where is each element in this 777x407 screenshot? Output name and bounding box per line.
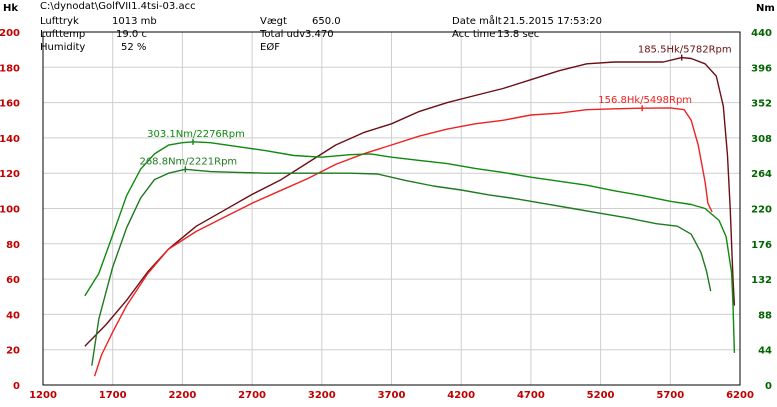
- peak-label: 268.8Nm/2221Rpm: [139, 156, 237, 167]
- date-value: 21.5.2015 17:53:20: [503, 16, 602, 27]
- right-tick-label: 0: [765, 381, 772, 392]
- x-tick-label: 1700: [99, 390, 127, 401]
- peak-label: 303.1Nm/2276Rpm: [147, 129, 245, 140]
- right-tick-label: 396: [751, 63, 772, 74]
- left-tick-label: 200: [0, 28, 20, 39]
- total-udv-value: 3.470: [305, 29, 334, 40]
- left-tick-label: 20: [6, 346, 20, 357]
- plot-frame: [42, 31, 741, 386]
- x-axis-ticks: 1200 1700 2200 2700 3200 3700 4200 4700 5200 5700…: [29, 390, 754, 401]
- right-tick-label: 176: [751, 240, 772, 251]
- x-tick-label: 3200: [308, 390, 336, 401]
- humidity-label: Humidity: [40, 42, 85, 53]
- series-line-hp-run2: [93, 107, 713, 377]
- header: C:\dynodat\GolfVII1.4tsi-03.acc Lufttryk…: [40, 1, 602, 53]
- file-path: C:\dynodat\GolfVII1.4tsi-03.acc: [40, 1, 196, 12]
- series-group: [84, 56, 736, 377]
- left-tick-label: 60: [6, 275, 20, 286]
- left-axis-ticks: 0 20 40 60 80 100 120 140 160 180 200: [0, 28, 20, 392]
- peak-label: 156.8Hk/5498Rpm: [598, 95, 692, 106]
- lufttryk-value: 1013 mb: [112, 16, 157, 27]
- left-tick-label: 120: [0, 169, 20, 180]
- grid: [42, 31, 741, 386]
- vaegt-label: Vægt: [260, 16, 287, 27]
- x-tick-label: 5700: [656, 390, 684, 401]
- right-tick-label: 352: [751, 99, 772, 110]
- right-tick-label: 440: [751, 28, 772, 39]
- annotations: 185.5Hk/5782Rpm 156.8Hk/5498Rpm 303.1Nm/22…: [139, 45, 732, 173]
- total-udv-label: Total udv: [259, 29, 305, 40]
- right-tick-label: 308: [751, 134, 772, 145]
- right-tick-label: 220: [751, 205, 772, 216]
- lufttemp-label: Lufttemp: [40, 29, 85, 40]
- series-line-nm-run1: [84, 141, 736, 353]
- eof-label: EØF: [260, 41, 280, 53]
- series-line-hp-run1: [84, 56, 736, 347]
- right-axis-ticks: 0 44 88 132 176 220 264 308 352 396 440: [751, 28, 772, 392]
- left-tick-label: 100: [0, 205, 20, 216]
- acc-time-label: Acc time: [452, 29, 495, 40]
- x-tick-label: 4200: [447, 390, 475, 401]
- x-tick-label: 5200: [587, 390, 615, 401]
- left-tick-label: 40: [6, 310, 20, 321]
- left-tick-label: 80: [6, 240, 20, 251]
- x-tick-label: 1200: [29, 390, 57, 401]
- x-tick-label: 2200: [168, 390, 196, 401]
- x-tick-label: 6200: [726, 390, 754, 401]
- right-tick-label: 132: [751, 275, 772, 286]
- right-tick-label: 44: [758, 346, 772, 357]
- series-line-nm-run2: [91, 168, 712, 366]
- left-axis-title: Hk: [3, 3, 18, 14]
- lufttemp-value: 19.0 c: [116, 29, 147, 40]
- left-tick-label: 140: [0, 134, 20, 145]
- right-axis-title: Nm: [756, 3, 775, 14]
- left-tick-label: 180: [0, 63, 20, 74]
- right-tick-label: 264: [751, 169, 772, 180]
- right-tick-label: 88: [758, 310, 772, 321]
- x-tick-label: 2700: [238, 390, 266, 401]
- peak-label: 185.5Hk/5782Rpm: [638, 45, 732, 56]
- x-tick-label: 3700: [378, 390, 406, 401]
- humidity-value: 52 %: [121, 42, 146, 53]
- acc-time-value: 13.8 sec: [497, 29, 539, 40]
- vaegt-value: 650.0: [312, 16, 341, 27]
- date-label: Date målt: [452, 14, 502, 27]
- x-tick-label: 4700: [517, 390, 545, 401]
- left-tick-label: 0: [13, 381, 20, 392]
- left-tick-label: 160: [0, 99, 20, 110]
- lufttryk-label: Lufttryk: [40, 16, 79, 27]
